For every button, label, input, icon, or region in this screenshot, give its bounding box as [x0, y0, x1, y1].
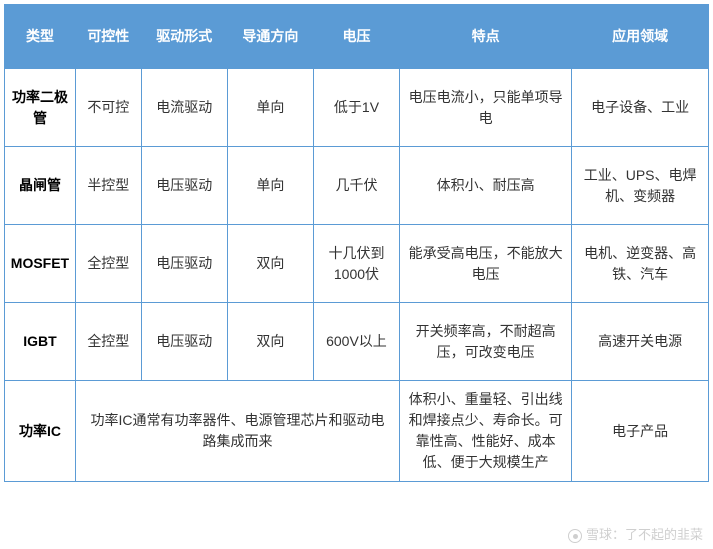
cell-features: 体积小、重量轻、引出线和焊接点少、寿命长。可靠性高、性能好、成本低、便于大规模生… [400, 381, 572, 482]
table-row: 功率二极管 不可控 电流驱动 单向 低于1V 电压电流小，只能单项导电 电子设备… [5, 69, 709, 147]
snowball-icon [568, 529, 582, 543]
cell-voltage: 十几伏到1000伏 [313, 225, 399, 303]
cell-features: 能承受高电压，不能放大电压 [400, 225, 572, 303]
cell-drive: 电流驱动 [141, 69, 227, 147]
table-row: 晶闸管 半控型 电压驱动 单向 几千伏 体积小、耐压高 工业、UPS、电焊机、变… [5, 147, 709, 225]
watermark-text: 雪球：了不起的韭菜 [586, 527, 703, 542]
cell-controllability: 全控型 [75, 225, 141, 303]
header-applications: 应用领域 [572, 5, 709, 69]
cell-direction: 单向 [227, 69, 313, 147]
cell-type: 功率二极管 [5, 69, 76, 147]
watermark: 雪球：了不起的韭菜 [568, 524, 703, 543]
cell-type: 功率IC [5, 381, 76, 482]
cell-features: 电压电流小，只能单项导电 [400, 69, 572, 147]
header-features: 特点 [400, 5, 572, 69]
cell-direction: 双向 [227, 225, 313, 303]
cell-voltage: 600V以上 [313, 303, 399, 381]
cell-type: MOSFET [5, 225, 76, 303]
table-row: IGBT 全控型 电压驱动 双向 600V以上 开关频率高，不耐超高压，可改变电… [5, 303, 709, 381]
cell-drive: 电压驱动 [141, 147, 227, 225]
cell-drive: 电压驱动 [141, 303, 227, 381]
cell-drive: 电压驱动 [141, 225, 227, 303]
cell-applications: 电子产品 [572, 381, 709, 482]
cell-direction: 单向 [227, 147, 313, 225]
cell-voltage: 几千伏 [313, 147, 399, 225]
cell-features: 体积小、耐压高 [400, 147, 572, 225]
cell-applications: 高速开关电源 [572, 303, 709, 381]
cell-voltage: 低于1V [313, 69, 399, 147]
cell-merged-description: 功率IC通常有功率器件、电源管理芯片和驱动电路集成而来 [75, 381, 399, 482]
cell-controllability: 全控型 [75, 303, 141, 381]
power-semiconductor-table: 类型 可控性 驱动形式 导通方向 电压 特点 应用领域 功率二极管 不可控 电流… [4, 4, 709, 482]
header-voltage: 电压 [313, 5, 399, 69]
cell-controllability: 半控型 [75, 147, 141, 225]
table-header-row: 类型 可控性 驱动形式 导通方向 电压 特点 应用领域 [5, 5, 709, 69]
header-direction: 导通方向 [227, 5, 313, 69]
header-controllability: 可控性 [75, 5, 141, 69]
cell-applications: 工业、UPS、电焊机、变频器 [572, 147, 709, 225]
cell-direction: 双向 [227, 303, 313, 381]
cell-applications: 电机、逆变器、高铁、汽车 [572, 225, 709, 303]
cell-type: IGBT [5, 303, 76, 381]
cell-type: 晶闸管 [5, 147, 76, 225]
table-row: 功率IC 功率IC通常有功率器件、电源管理芯片和驱动电路集成而来 体积小、重量轻… [5, 381, 709, 482]
table-row: MOSFET 全控型 电压驱动 双向 十几伏到1000伏 能承受高电压，不能放大… [5, 225, 709, 303]
cell-controllability: 不可控 [75, 69, 141, 147]
cell-features: 开关频率高，不耐超高压，可改变电压 [400, 303, 572, 381]
header-type: 类型 [5, 5, 76, 69]
header-drive: 驱动形式 [141, 5, 227, 69]
cell-applications: 电子设备、工业 [572, 69, 709, 147]
